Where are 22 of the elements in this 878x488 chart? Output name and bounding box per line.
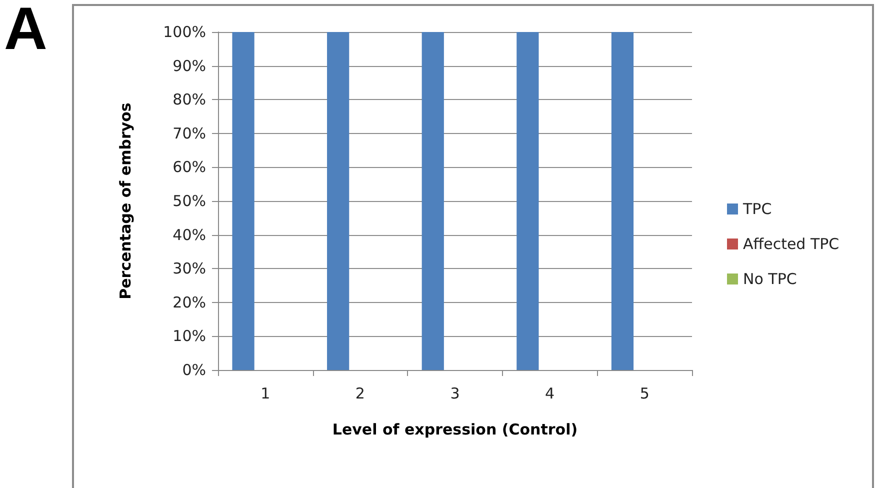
y-axis-title: Percentage of embryos xyxy=(116,102,134,300)
x-tick-label: 4 xyxy=(545,384,555,402)
x-tick-label: 3 xyxy=(450,384,460,402)
y-tick-label: 50% xyxy=(172,192,206,210)
y-tick-label: 80% xyxy=(172,90,206,109)
y-tick-label: 20% xyxy=(172,293,206,312)
y-tick-label: 60% xyxy=(172,158,206,176)
x-tick-label: 2 xyxy=(355,384,365,402)
legend-label: Affected TPC xyxy=(743,235,840,253)
legend-label: No TPC xyxy=(743,270,797,288)
text: A xyxy=(4,0,48,63)
y-tick-label: 40% xyxy=(172,226,206,244)
x-axis-title: Level of expression (Control) xyxy=(332,420,578,438)
y-tick-label: 30% xyxy=(172,260,206,278)
y-tick-label: 0% xyxy=(182,361,206,379)
y-tick-label: 70% xyxy=(172,124,206,142)
y-tick-label: 90% xyxy=(172,56,206,75)
legend-label: TPC xyxy=(742,200,772,218)
x-tick-label: 1 xyxy=(260,384,270,402)
y-tick-label: 10% xyxy=(172,327,206,346)
y-tick-label: 100% xyxy=(163,23,206,41)
x-tick-label: 5 xyxy=(640,384,650,402)
